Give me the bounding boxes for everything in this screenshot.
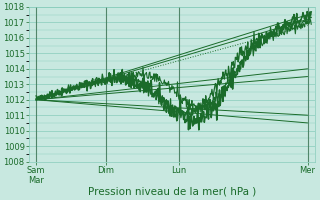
X-axis label: Pression niveau de la mer( hPa ): Pression niveau de la mer( hPa ) [88,187,256,197]
